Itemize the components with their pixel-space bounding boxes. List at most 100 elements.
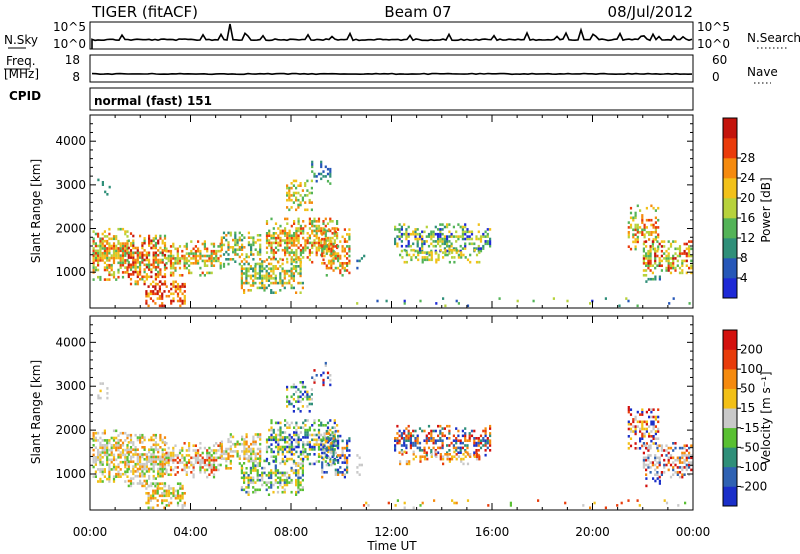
echo-cell	[444, 251, 447, 254]
echo-cell	[219, 254, 222, 258]
echo-cell	[346, 240, 349, 243]
echo-cell	[265, 222, 269, 225]
echo-cell	[421, 249, 424, 253]
echo-cell	[418, 427, 422, 430]
echo-cell	[343, 473, 346, 476]
echo-cell	[247, 459, 250, 463]
echo-cell	[451, 248, 454, 252]
echo-cell	[414, 439, 417, 442]
echo-cell	[647, 254, 650, 258]
echo-cell	[136, 256, 139, 259]
echo-cell	[437, 258, 440, 262]
echo-cell	[663, 449, 666, 452]
echo-cell	[141, 441, 144, 444]
echo-cell	[288, 208, 291, 212]
echo-cell	[240, 286, 243, 290]
echo-cell	[667, 264, 670, 267]
echo-cell	[327, 228, 331, 231]
echo-cell	[297, 227, 300, 230]
echo-cell	[441, 427, 444, 430]
echo-cell	[158, 487, 161, 490]
echo-cell	[343, 475, 346, 479]
echo-cell	[430, 429, 433, 433]
echo-cell	[331, 232, 334, 235]
echo-cell	[279, 224, 282, 228]
echo-cell	[176, 287, 180, 291]
echo-cell	[647, 259, 650, 263]
echo-cell	[323, 449, 326, 452]
echo-cell	[108, 227, 111, 231]
echo-cell	[333, 239, 336, 242]
echo-cell	[439, 228, 442, 231]
echo-cell	[156, 499, 159, 502]
echo-cell	[185, 463, 188, 467]
echo-cell	[641, 214, 644, 217]
echo-cell	[283, 459, 286, 463]
echo-cell	[330, 252, 333, 255]
echo-cell	[194, 259, 197, 263]
echo-cell	[126, 475, 129, 478]
echo-cell	[274, 457, 278, 461]
echo-cell	[325, 449, 328, 452]
echo-cell	[478, 457, 481, 461]
echo-cell	[272, 241, 275, 245]
echo-cell	[688, 249, 691, 253]
echo-cell	[297, 476, 300, 480]
echo-cell	[322, 248, 325, 252]
colorbar-cell	[723, 486, 737, 507]
echo-cell	[690, 271, 693, 275]
echo-cell	[215, 252, 218, 255]
echo-cell	[358, 473, 361, 476]
echo-cell	[270, 476, 273, 480]
echo-cell	[283, 478, 286, 482]
echo-cell	[183, 262, 186, 265]
echo-cell	[475, 237, 478, 241]
echo-cell	[284, 445, 287, 449]
echo-cell	[479, 249, 483, 253]
echo-cell	[227, 447, 230, 451]
echo-cell	[217, 456, 220, 460]
echo-cell	[227, 253, 230, 256]
echo-cell	[295, 260, 298, 264]
echo-cell	[652, 442, 655, 445]
echo-cell	[176, 454, 179, 457]
y-tick-label: 4000	[55, 335, 86, 349]
echo-cell	[154, 244, 157, 247]
echo-cell	[181, 292, 184, 296]
echo-cell	[620, 501, 623, 505]
echo-cell	[430, 437, 433, 440]
echo-cell	[446, 253, 449, 257]
echo-cell	[106, 392, 109, 395]
echo-cell	[651, 264, 654, 267]
echo-cell	[265, 277, 268, 280]
echo-cell	[154, 496, 157, 500]
echo-cell	[302, 436, 305, 439]
echo-cell	[315, 224, 318, 228]
echo-cell	[152, 253, 155, 257]
echo-cell	[304, 433, 307, 437]
echo-cell	[299, 201, 302, 204]
echo-cell	[161, 261, 164, 264]
echo-cell	[97, 256, 100, 260]
echo-cell	[292, 385, 295, 389]
echo-cell	[286, 184, 289, 187]
echo-cell	[163, 462, 167, 466]
echo-cell	[108, 465, 111, 469]
echo-cell	[295, 196, 298, 200]
echo-cell	[356, 302, 359, 305]
echo-cell	[141, 436, 144, 439]
echo-cell	[148, 239, 151, 243]
echo-cell	[143, 280, 146, 283]
echo-cell	[270, 269, 273, 273]
echo-cell	[323, 237, 326, 241]
echo-cell	[304, 390, 307, 394]
echo-cell	[259, 454, 262, 458]
echo-cell	[132, 465, 135, 468]
echo-cell	[650, 415, 653, 419]
echo-cell	[172, 262, 175, 265]
echo-cell	[405, 251, 408, 254]
echo-cell	[288, 457, 291, 461]
echo-cell	[332, 245, 335, 248]
echo-cell	[674, 446, 677, 450]
echo-cell	[295, 471, 298, 475]
